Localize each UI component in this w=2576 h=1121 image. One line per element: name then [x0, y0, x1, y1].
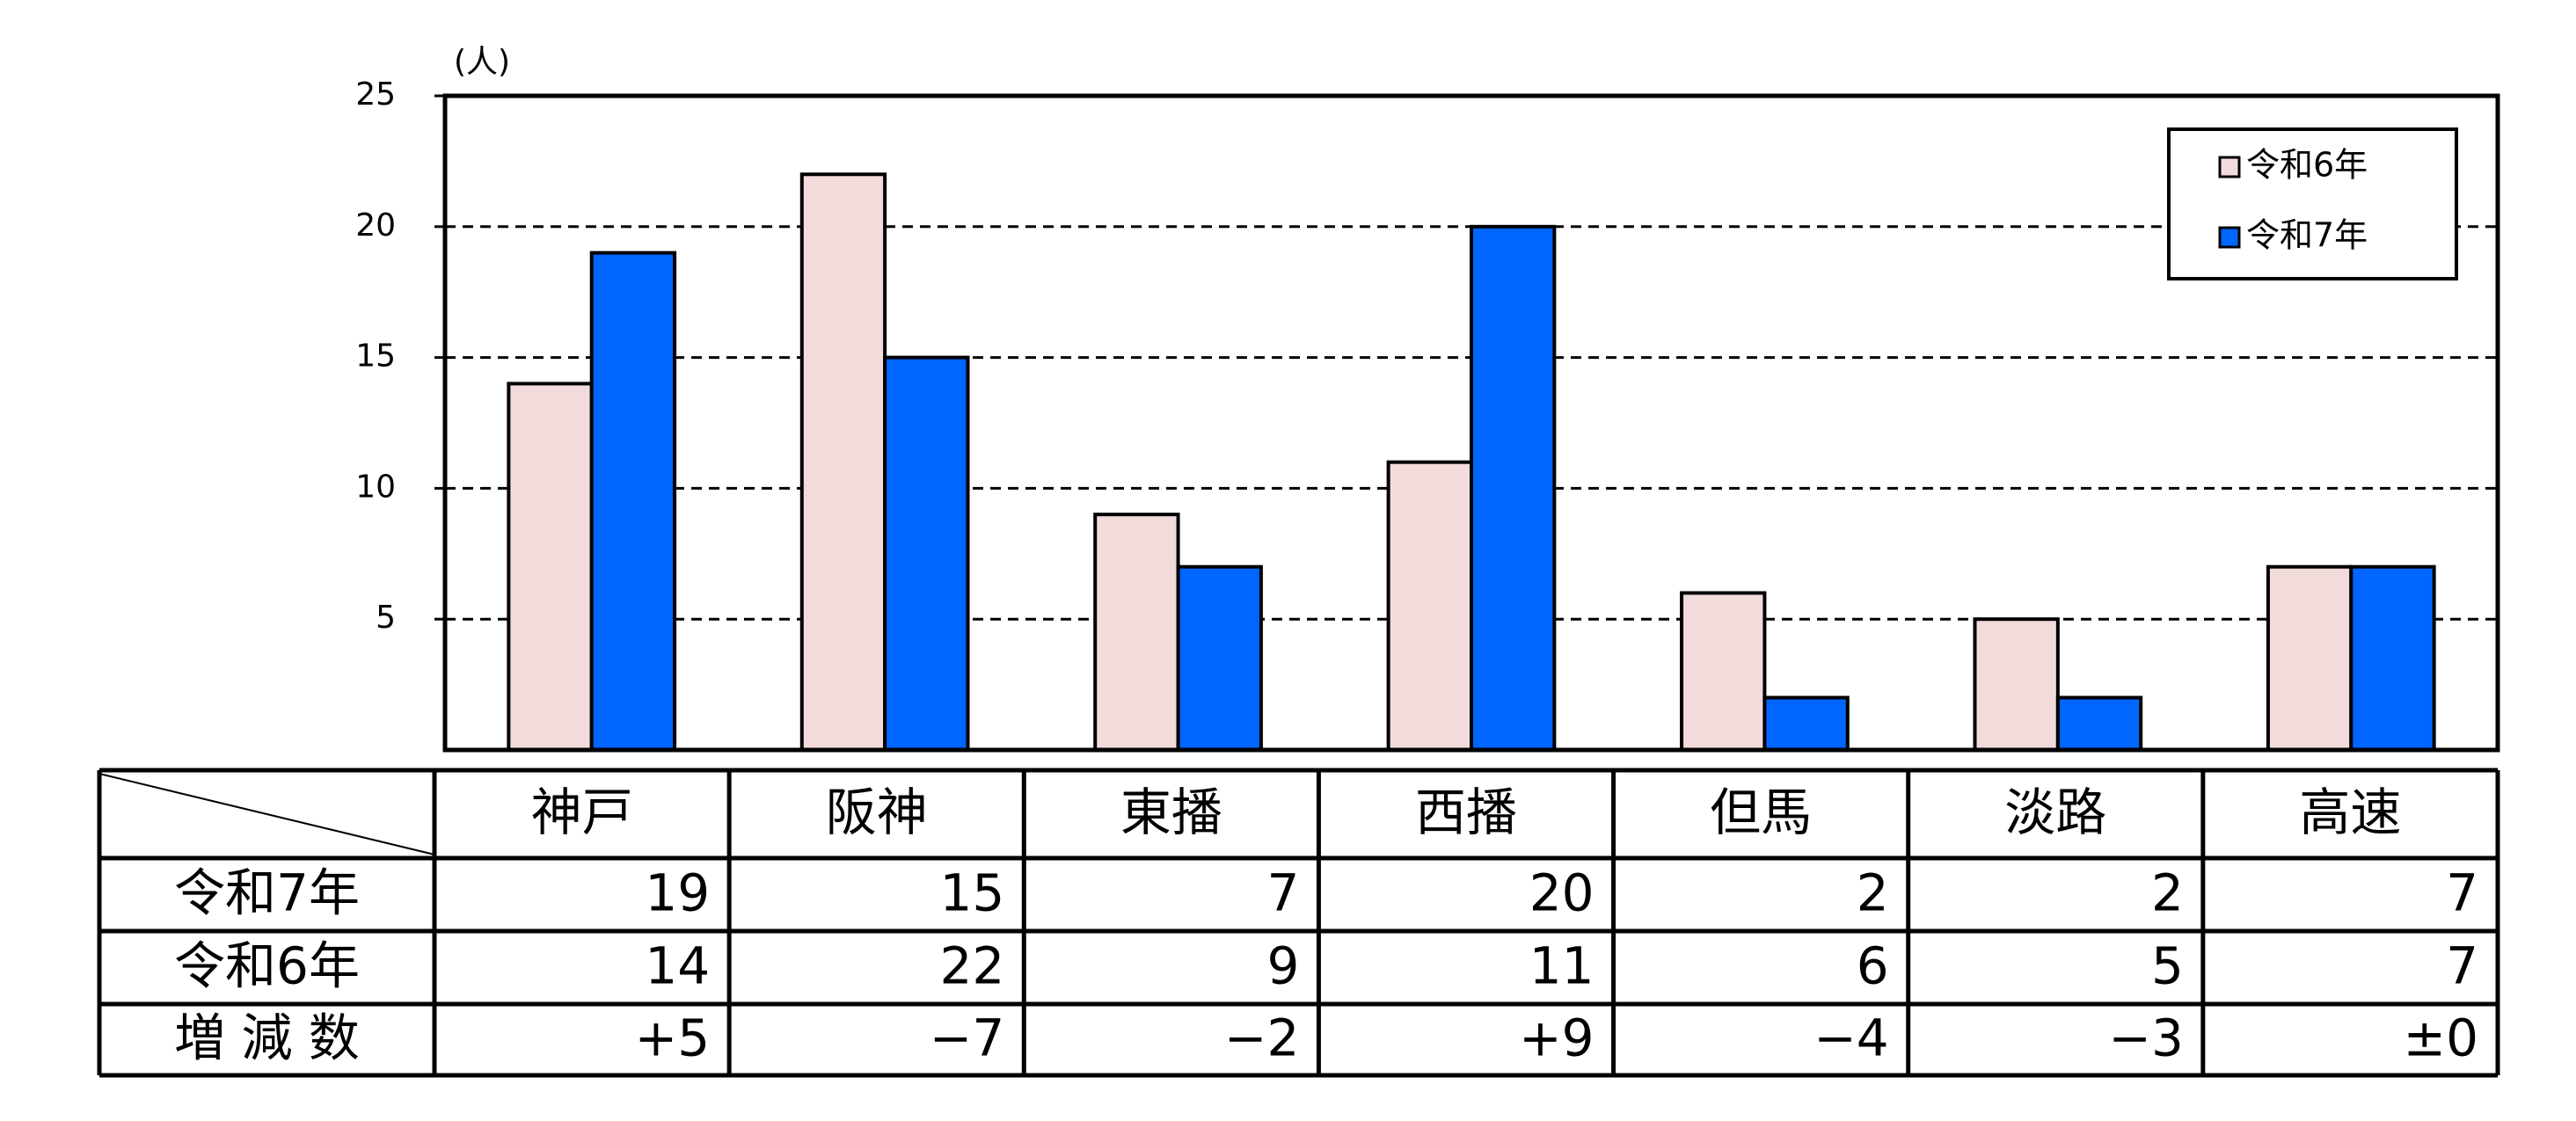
bar	[507, 382, 594, 752]
y-tick-label: 25	[355, 76, 396, 113]
bar	[2266, 564, 2353, 752]
bar	[1973, 617, 2060, 753]
bar	[589, 251, 677, 752]
x-tick-label: 高速	[2299, 783, 2401, 842]
table-value: +9	[1519, 1008, 1594, 1068]
table-value: 5	[2151, 936, 2184, 996]
bar	[2349, 564, 2436, 752]
x-tick-label: 西播	[1415, 783, 1517, 842]
table-row-label: 令和7年	[174, 863, 360, 923]
y-tick-label: 15	[355, 338, 396, 375]
table-value: 22	[939, 936, 1004, 996]
bar	[883, 355, 970, 752]
table-value: ±0	[2404, 1008, 2479, 1068]
table-value: 20	[1529, 863, 1594, 923]
x-tick-label: 但馬	[1710, 783, 1812, 842]
table-diagonal	[99, 773, 435, 855]
bar	[2055, 695, 2143, 752]
bar	[1093, 513, 1180, 752]
table-value: 2	[2151, 863, 2184, 923]
table-value: −3	[2108, 1008, 2184, 1068]
x-tick-label: 淡路	[2004, 783, 2106, 842]
table-value: 7	[1267, 863, 1300, 923]
table-row-label: 増 減 数	[174, 1008, 360, 1068]
legend-label: 令和7年	[2246, 216, 2368, 255]
x-tick-label: 東播	[1120, 783, 1222, 842]
table-value: +5	[635, 1008, 711, 1068]
unit-label: (人)	[454, 44, 510, 80]
table-value: −2	[1224, 1008, 1300, 1068]
bar	[1386, 460, 1474, 752]
y-tick-label: 10	[355, 469, 396, 505]
table-value: −7	[930, 1008, 1005, 1068]
table-value: 9	[1267, 936, 1300, 996]
table-value: 2	[1857, 863, 1889, 923]
table-value: 14	[645, 936, 710, 996]
legend-swatch	[2218, 156, 2241, 178]
bar	[1680, 591, 1767, 752]
table-value: 11	[1529, 936, 1594, 996]
x-tick-label: 阪神	[826, 783, 928, 842]
table-row-label: 令和6年	[174, 936, 360, 996]
legend-swatch	[2218, 226, 2241, 249]
bar	[799, 172, 887, 752]
table-value: 7	[2446, 936, 2478, 996]
legend-box	[2167, 127, 2458, 280]
y-tick-label: 20	[355, 207, 396, 244]
bar	[1176, 564, 1263, 752]
table-value: 15	[939, 863, 1004, 923]
x-tick-label: 神戸	[531, 783, 633, 842]
plot-frame	[442, 93, 2500, 753]
y-tick-label: 5	[376, 600, 396, 636]
table-value: 19	[645, 863, 710, 923]
legend-label: 令和6年	[2246, 146, 2368, 185]
bar	[1470, 224, 1557, 752]
table-value: −4	[1813, 1008, 1889, 1068]
table-value: 6	[1857, 936, 1889, 996]
bar	[1762, 695, 1850, 752]
table-value: 7	[2446, 863, 2478, 923]
